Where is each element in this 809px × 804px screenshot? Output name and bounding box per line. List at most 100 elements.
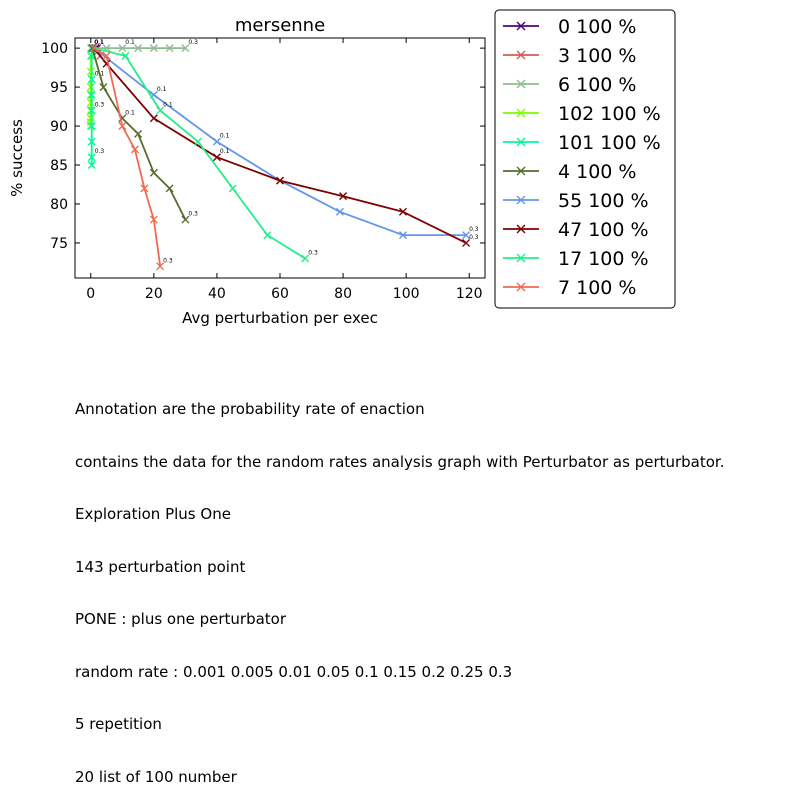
data-label: 0.3 xyxy=(469,226,479,233)
data-point xyxy=(212,153,221,162)
legend-marker xyxy=(516,137,526,147)
legend-marker xyxy=(516,166,526,176)
data-point xyxy=(86,67,95,76)
data-label: 0.1 xyxy=(220,148,230,155)
legend-marker xyxy=(516,253,526,263)
data-point xyxy=(181,215,190,224)
x-axis-label: Avg perturbation per exec xyxy=(182,309,378,327)
caption-line-4: 143 perturbation point xyxy=(75,557,246,576)
legend-entry: 101 100 % xyxy=(558,132,661,154)
legend-marker xyxy=(516,50,526,60)
data-label: 0.3 xyxy=(163,257,173,264)
x-tick-label: 120 xyxy=(456,286,483,302)
caption-line-3: Exploration Plus One xyxy=(75,505,231,523)
data-point xyxy=(149,215,158,224)
data-point xyxy=(87,122,96,131)
caption-line-7: 5 repetition xyxy=(75,715,162,733)
data-label: 0.3 xyxy=(188,211,198,218)
data-point xyxy=(134,44,143,53)
data-point xyxy=(99,83,108,92)
data-point xyxy=(87,90,96,99)
data-label: 0.3 xyxy=(95,101,105,108)
data-point xyxy=(86,98,95,107)
caption: Annotation are the probability rate of e… xyxy=(75,366,725,804)
data-point xyxy=(156,262,165,271)
caption-line-5: PONE : plus one perturbator xyxy=(75,610,287,628)
legend-entry: 17 100 % xyxy=(558,248,649,270)
data-point xyxy=(87,75,96,84)
x-tick-label: 100 xyxy=(393,286,420,302)
data-point xyxy=(149,114,158,123)
data-label: 0.1 xyxy=(125,109,135,116)
data-point xyxy=(102,51,111,60)
legend-entry: 102 100 % xyxy=(558,103,661,125)
data-label: 0.3 xyxy=(188,39,198,46)
data-point xyxy=(87,137,96,146)
legend-marker xyxy=(516,21,526,31)
data-label: 0.1 xyxy=(125,39,135,46)
legend-marker xyxy=(516,195,526,205)
data-point xyxy=(263,231,272,240)
data-point xyxy=(130,145,139,154)
data-point xyxy=(399,231,407,240)
y-tick-label: 90 xyxy=(50,119,68,135)
x-tick-label: 60 xyxy=(271,286,289,302)
data-point xyxy=(118,122,127,131)
x-tick-label: 80 xyxy=(334,286,352,302)
data-point xyxy=(118,44,127,53)
legend-marker xyxy=(516,282,526,292)
data-point xyxy=(181,44,190,53)
series-line xyxy=(93,47,467,244)
legend-entry: 47 100 % xyxy=(558,219,649,241)
legend-marker xyxy=(516,108,526,118)
legend-entry: 3 100 % xyxy=(558,45,637,67)
chart-title: mersenne xyxy=(235,15,325,36)
x-tick-label: 40 xyxy=(208,286,226,302)
data-label: 0.1 xyxy=(163,101,173,108)
series-6 xyxy=(88,44,190,224)
data-point xyxy=(149,44,158,53)
data-point xyxy=(89,44,98,53)
legend-marker xyxy=(516,79,526,89)
x-tick-label: 20 xyxy=(145,286,163,302)
x-tick-label: 0 xyxy=(86,286,95,302)
chart: mersenne 0 20 40 60 80 100 120 75 80 85 90 95 100 Avg … xyxy=(8,9,676,327)
data-point xyxy=(87,161,96,170)
data-point xyxy=(462,231,471,240)
data-point xyxy=(276,176,284,185)
data-point xyxy=(228,184,237,193)
legend-marker xyxy=(516,224,526,234)
data-point xyxy=(194,137,202,146)
data-point xyxy=(156,106,165,115)
data-point xyxy=(121,51,130,60)
data-point xyxy=(87,106,96,115)
data-point xyxy=(212,137,221,146)
legend-entry: 7 100 % xyxy=(558,277,637,299)
y-tick-label: 80 xyxy=(50,197,68,213)
data-point xyxy=(399,207,407,216)
data-point xyxy=(165,44,174,53)
data-point xyxy=(140,184,149,193)
y-tick-label: 95 xyxy=(50,80,68,96)
legend-entry: 0 100 % xyxy=(558,16,637,38)
data-label: 0.3 xyxy=(95,148,105,155)
data-point xyxy=(339,192,348,201)
y-tick-label: 100 xyxy=(41,41,68,57)
data-point xyxy=(301,254,310,263)
y-tick-label: 85 xyxy=(50,158,68,174)
y-tick-label: 75 xyxy=(50,236,68,252)
data-label: 0.1 xyxy=(220,133,230,140)
data-point xyxy=(165,184,174,193)
caption-line-8: 20 list of 100 number xyxy=(75,767,237,786)
plot-frame xyxy=(74,37,486,279)
legend-entry: 6 100 % xyxy=(558,74,637,96)
series-9 xyxy=(89,44,310,263)
data-point xyxy=(462,238,471,247)
series-10 xyxy=(89,44,165,271)
caption-line-6: random rate : 0.001 0.005 0.01 0.05 0.1 … xyxy=(75,662,513,681)
legend-box xyxy=(494,9,676,309)
caption-line-2: contains the data for the random rates a… xyxy=(75,452,725,471)
data-label: 0.3 xyxy=(469,234,479,241)
legend-entry: 4 100 % xyxy=(558,161,637,183)
data-point xyxy=(134,129,143,138)
